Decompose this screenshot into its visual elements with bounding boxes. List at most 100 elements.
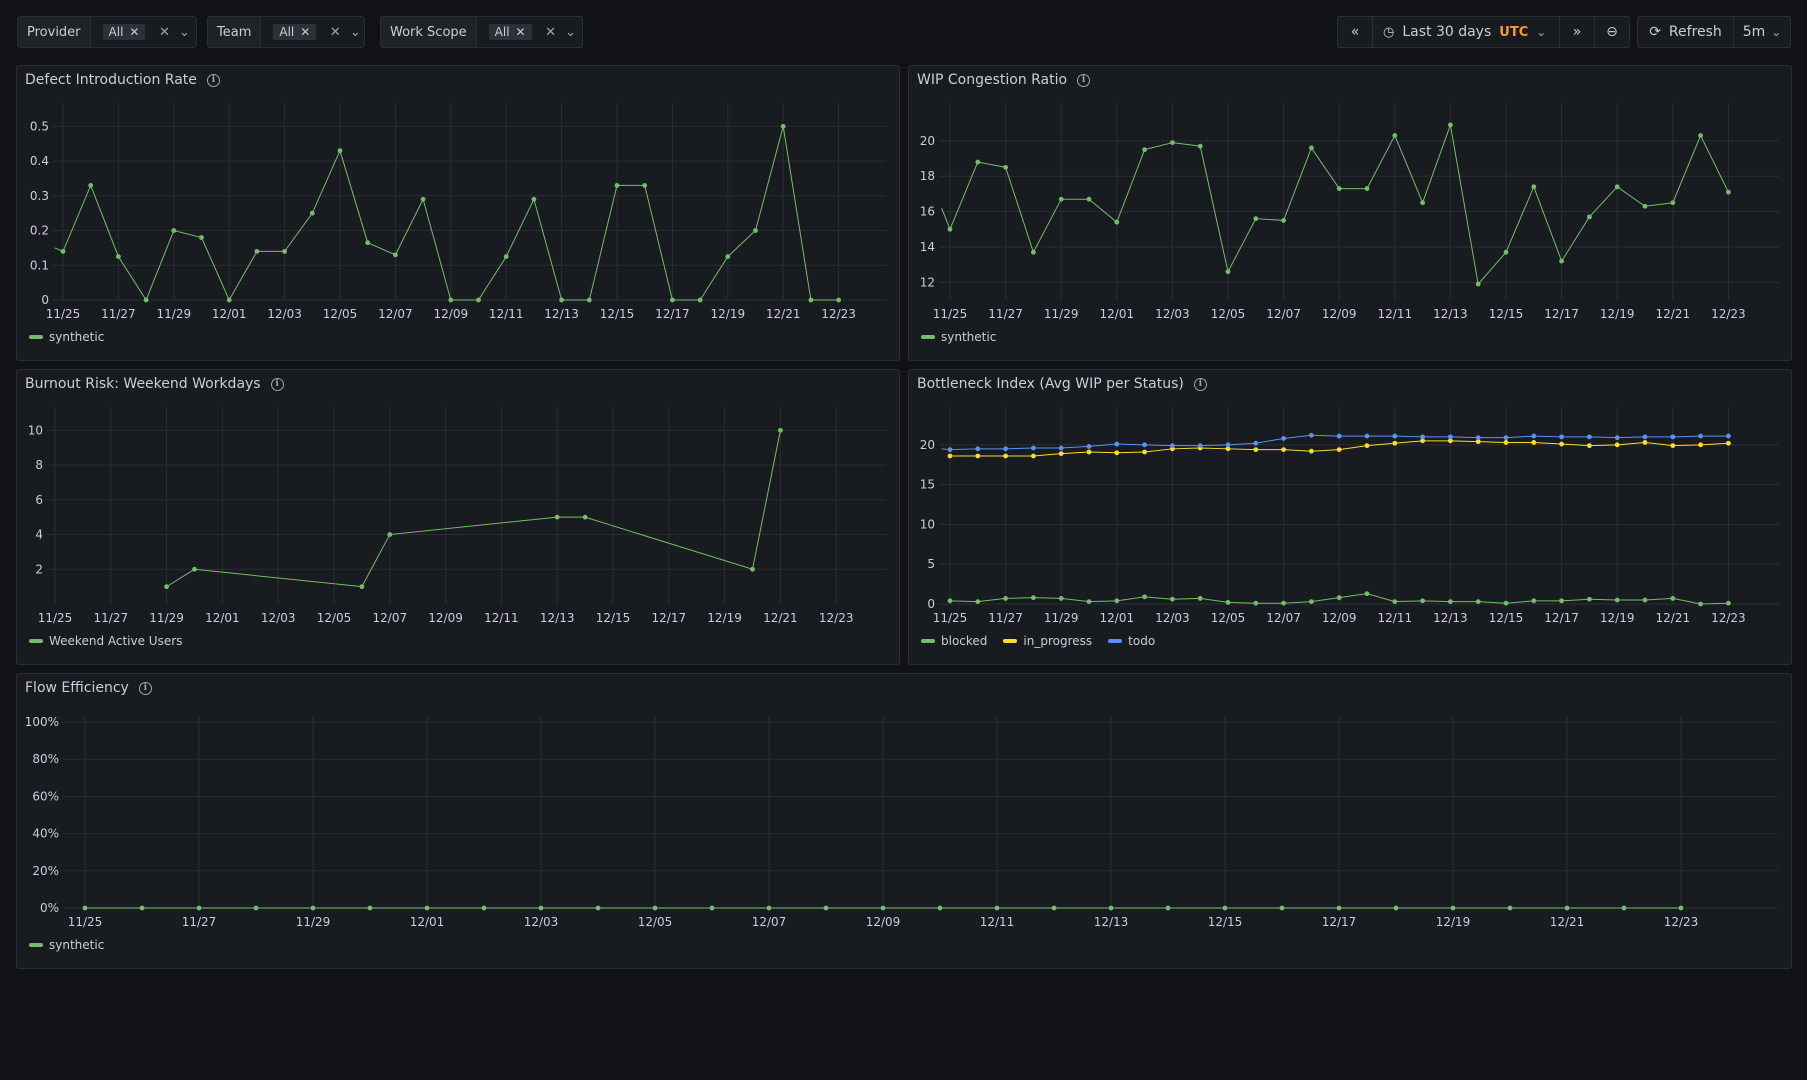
data-point (1392, 133, 1398, 138)
clear-icon[interactable]: ✕ (329, 24, 341, 40)
clear-icon[interactable]: ✕ (159, 24, 170, 40)
data-point (1448, 434, 1453, 440)
team-chip[interactable]: All ✕ (273, 24, 317, 40)
info-icon[interactable]: i (1077, 73, 1091, 87)
x-tick-label: 11/25 (38, 611, 73, 625)
wip-chart: 12 14 16 18 20 11/25 11/27 11/29 12/01 12/03 12/05… (920, 103, 1779, 321)
panel-title: WIP Congestion Ratio (917, 72, 1068, 88)
time-shift-forward-button[interactable]: » (1559, 16, 1595, 48)
team-filter-label: Team (208, 17, 262, 47)
remove-chip-icon[interactable]: ✕ (300, 25, 311, 39)
x-tick-label: 12/23 (1711, 611, 1746, 625)
work-scope-chip[interactable]: All ✕ (488, 24, 532, 40)
data-point (1448, 438, 1453, 444)
x-tick-label: 12/13 (1433, 307, 1468, 321)
bottleneck-chart: 0 5 10 15 20 11/25 11/27 11/29 12/01 12/03 12/05 12… (920, 407, 1779, 625)
legend-swatch (29, 943, 43, 947)
data-point (1142, 594, 1147, 600)
data-point (1364, 591, 1370, 597)
team-filter[interactable]: Team All ✕ ✕ ⌄ (207, 16, 365, 48)
data-point (503, 254, 509, 259)
x-tick-label: 12/03 (267, 307, 302, 321)
burnout-risk-panel: Burnout Risk: Weekend Workdays i 2 4 6 8 10 1… (16, 369, 900, 665)
data-point (750, 566, 755, 572)
data-point (1448, 599, 1453, 605)
time-shift-back-button[interactable]: « (1337, 16, 1373, 48)
double-chevron-left-icon: « (1350, 24, 1360, 40)
chevron-down-icon: ⌄ (1771, 25, 1782, 39)
chevron-down-icon: ⌄ (1536, 25, 1547, 39)
legend-item[interactable]: synthetic (29, 938, 104, 952)
data-point (1670, 596, 1676, 601)
y-tick-label: 14 (920, 240, 935, 254)
data-point (937, 905, 943, 911)
chevron-down-icon[interactable]: ⌄ (179, 24, 190, 40)
data-point (1420, 434, 1425, 440)
data-point (1309, 145, 1314, 151)
y-tick-label: 10 (920, 517, 935, 531)
data-point (1003, 453, 1008, 459)
remove-chip-icon[interactable]: ✕ (515, 25, 526, 39)
y-tick-label: 0% (40, 901, 59, 915)
data-point (1559, 434, 1564, 440)
time-range-picker[interactable]: ◷ Last 30 days UTC ⌄ (1372, 16, 1560, 48)
y-tick-label: 0.1 (30, 258, 49, 272)
x-tick-label: 12/01 (1100, 307, 1135, 321)
legend-item[interactable]: synthetic (29, 330, 104, 344)
x-tick-label: 11/29 (1044, 307, 1079, 321)
legend-item[interactable]: in_progress (1003, 634, 1092, 648)
provider-chip-label: All (108, 25, 124, 39)
chart-legend: Weekend Active Users (29, 634, 182, 648)
data-point (420, 196, 426, 202)
provider-filter[interactable]: Provider All ✕ ✕ ⌄ (17, 16, 197, 48)
data-point (1114, 219, 1120, 225)
x-tick-label: 12/13 (540, 611, 575, 625)
data-point (780, 123, 786, 129)
x-tick-label: 11/25 (68, 915, 103, 929)
data-point (554, 514, 560, 520)
info-icon[interactable]: i (1193, 377, 1207, 391)
legend-item[interactable]: synthetic (921, 330, 996, 344)
provider-chip[interactable]: All ✕ (102, 24, 146, 40)
data-point (1726, 600, 1731, 606)
data-point (586, 297, 592, 303)
data-point (1642, 440, 1648, 445)
series-line-synthetic (54, 126, 839, 302)
data-point (1031, 595, 1036, 601)
chevron-down-icon[interactable]: ⌄ (565, 24, 577, 40)
info-icon[interactable]: i (206, 73, 220, 87)
zoom-out-button[interactable]: ⊖ (1594, 16, 1630, 48)
data-point (947, 598, 953, 604)
remove-chip-icon[interactable]: ✕ (129, 25, 140, 39)
data-point (309, 210, 315, 216)
clear-icon[interactable]: ✕ (545, 24, 557, 40)
data-point (1531, 184, 1537, 190)
legend-item[interactable]: todo (1108, 634, 1155, 648)
chevron-down-icon[interactable]: ⌄ (349, 24, 361, 40)
data-point (1281, 218, 1286, 223)
refresh-button[interactable]: ⟳ Refresh (1637, 16, 1734, 48)
panel-header: Bottleneck Index (Avg WIP per Status) i (917, 376, 1207, 392)
data-point (538, 905, 544, 911)
data-point (808, 297, 814, 303)
zoom-out-icon: ⊖ (1606, 24, 1618, 40)
refresh-interval-picker[interactable]: 5m ⌄ (1733, 16, 1791, 48)
info-icon[interactable]: i (138, 681, 152, 695)
x-tick-label: 12/21 (1656, 307, 1691, 321)
info-icon[interactable]: i (270, 377, 284, 391)
work-scope-filter[interactable]: Work Scope All ✕ ✕ ⌄ (380, 16, 583, 48)
series-line-todo (941, 434, 1729, 451)
data-point (670, 297, 675, 303)
data-point (1197, 443, 1203, 449)
data-point (1614, 597, 1620, 603)
defect-introduction-rate-panel: Defect Introduction Rate i 0 0.1 0.2 0.3 0.4… (16, 65, 900, 361)
grid-lines (53, 103, 887, 301)
data-point (1031, 445, 1036, 451)
y-tick-label: 0 (927, 597, 935, 611)
x-tick-label: 12/05 (638, 915, 673, 929)
data-point (1698, 442, 1703, 448)
data-point (1392, 433, 1398, 439)
legend-item[interactable]: blocked (921, 634, 987, 648)
legend-item[interactable]: Weekend Active Users (29, 634, 182, 648)
x-tick-label: 12/15 (1489, 611, 1524, 625)
